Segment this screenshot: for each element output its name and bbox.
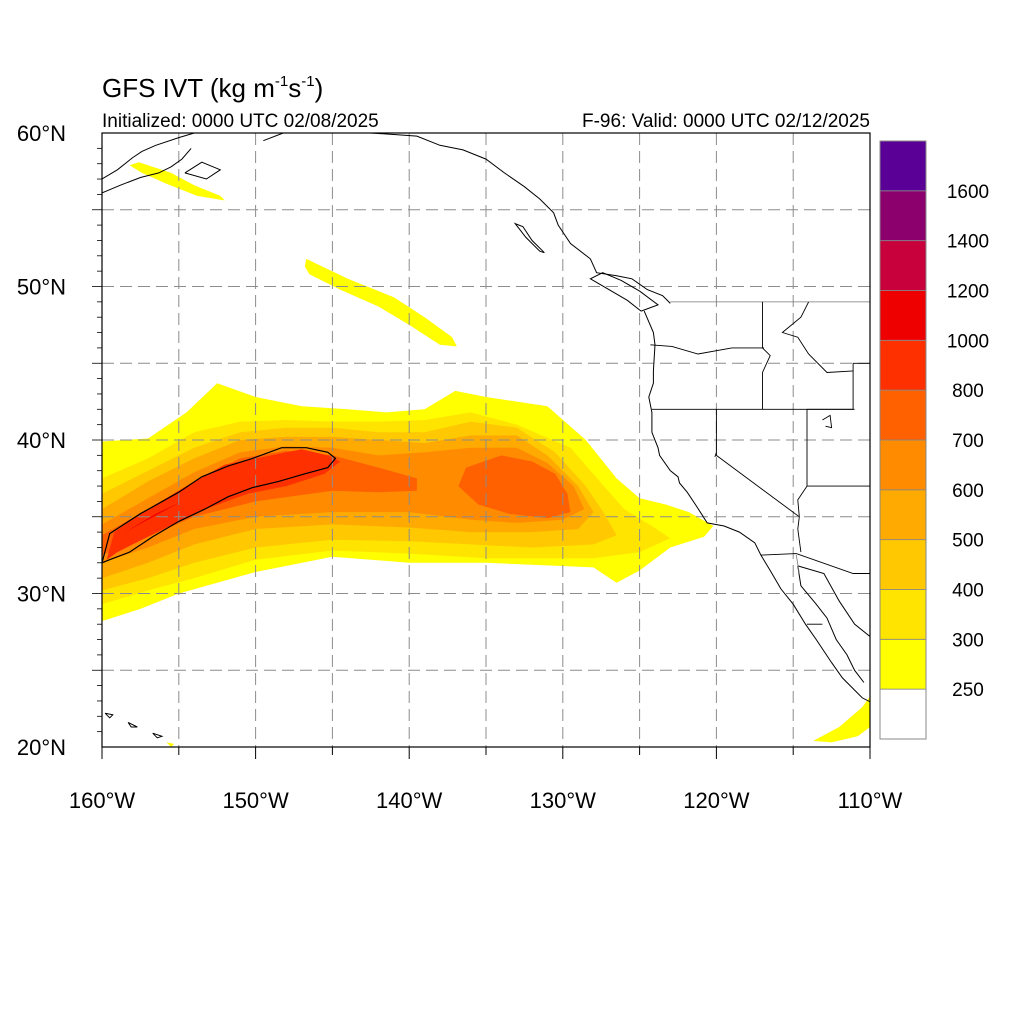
ivt-800-contour — [102, 447, 337, 564]
colorbar-label: 250 — [952, 680, 984, 701]
kodiak-island — [184, 161, 222, 180]
colorbar-swatch — [879, 190, 927, 242]
colorbar-label: 400 — [952, 581, 984, 602]
colorbar-swatch — [879, 439, 927, 491]
lon-tick-labels: 160°W 150°W 140°W 130°W 120°W 110°W — [69, 788, 903, 813]
axis-ticks — [92, 147, 871, 759]
colorbar-label: 1400 — [947, 232, 989, 253]
lat-tick-label: 60°N — [17, 121, 66, 146]
ivt-region-main-ar-700 — [102, 450, 417, 556]
baja-sonora-border — [795, 555, 800, 574]
ivt-shading — [102, 162, 870, 747]
ivt-contour — [102, 447, 337, 564]
nv-ut-az-border — [797, 409, 808, 517]
us-mexico-border — [760, 553, 870, 574]
colorbar-label: 300 — [952, 630, 984, 651]
oahu-island — [127, 721, 138, 728]
colorbar: 250 300 400 500 600 700 800 1000 1200 1400 1600 — [879, 140, 989, 740]
graticule — [102, 133, 870, 747]
or-id-border — [762, 301, 771, 410]
lat-tick-labels: 20°N 30°N 40°N 50°N 60°N — [17, 121, 66, 760]
lat-tick-label: 50°N — [17, 275, 66, 300]
sonora-border-hint — [830, 569, 885, 624]
vancouver-island — [589, 272, 660, 312]
great-salt-lake — [822, 414, 833, 429]
bc-alaska-coastline — [370, 133, 671, 304]
kenai-coast — [263, 133, 284, 142]
ivt-region-hawaii-speck — [166, 742, 175, 747]
valid-time-label: F-96: Valid: 0000 UTC 02/12/2025 — [582, 111, 870, 132]
colorbar-swatch — [879, 489, 927, 540]
colorbar-label: 1200 — [947, 282, 989, 303]
alaska-peninsula-south — [102, 148, 192, 194]
colorbar-label: 600 — [952, 481, 984, 502]
id-mt-border — [781, 301, 854, 373]
colorbar-label: 700 — [952, 431, 984, 452]
ivt-region-gulf-alaska-band — [304, 258, 457, 347]
baja-gulf-coast — [797, 565, 865, 683]
colorbar-label: 500 — [952, 531, 984, 552]
colorbar-swatch — [879, 638, 927, 690]
lat-tick-label: 40°N — [17, 428, 66, 453]
colorbar-swatch — [879, 140, 927, 192]
ivt-region-inner-core-1000 — [125, 501, 182, 533]
colorbar-label: 1000 — [947, 331, 989, 352]
lon-tick-label: 130°W — [530, 788, 597, 813]
pacific-coastline — [643, 310, 870, 703]
colorbar-swatch — [879, 539, 927, 590]
lat-tick-label: 20°N — [17, 735, 66, 760]
ivt-region-bering-band — [129, 162, 225, 201]
lon-tick-label: 150°W — [222, 788, 289, 813]
sonora-coastline — [797, 565, 870, 638]
lon-tick-label: 140°W — [376, 788, 443, 813]
colorbar-swatch — [879, 240, 927, 291]
lake-tahoe — [714, 452, 717, 458]
init-time-label: Initialized: 0000 UTC 02/08/2025 — [102, 111, 379, 132]
id-mt-wy-border — [807, 363, 854, 410]
ivt-region-main-ar-800 — [106, 449, 341, 560]
haida-gwaii — [513, 222, 545, 254]
ca-nv-border — [715, 409, 802, 553]
figure-title: GFS IVT (kg m-1s-1) — [102, 73, 324, 103]
colorbar-swatch — [879, 339, 927, 391]
colorbar-swatch — [879, 589, 927, 640]
alaska-peninsula-coast — [102, 133, 195, 180]
coastlines — [102, 133, 885, 760]
colorbar-swatch — [879, 389, 927, 441]
ivt-region-baja-blob — [813, 696, 870, 743]
kauai-island — [104, 712, 114, 719]
colorbar-label: 1600 — [947, 182, 989, 203]
maui-island — [152, 732, 164, 739]
colorbar-label: 800 — [952, 381, 984, 402]
hawaii-big-island — [162, 749, 177, 760]
lon-tick-label: 120°W — [683, 788, 750, 813]
colorbar-swatch — [879, 290, 927, 341]
lat-tick-label: 30°N — [17, 582, 66, 607]
colorbar-frame — [879, 140, 927, 740]
lon-tick-label: 160°W — [69, 788, 136, 813]
wa-or-border — [650, 344, 764, 355]
colorbar-swatch — [879, 688, 927, 740]
lon-tick-label: 110°W — [838, 788, 903, 813]
